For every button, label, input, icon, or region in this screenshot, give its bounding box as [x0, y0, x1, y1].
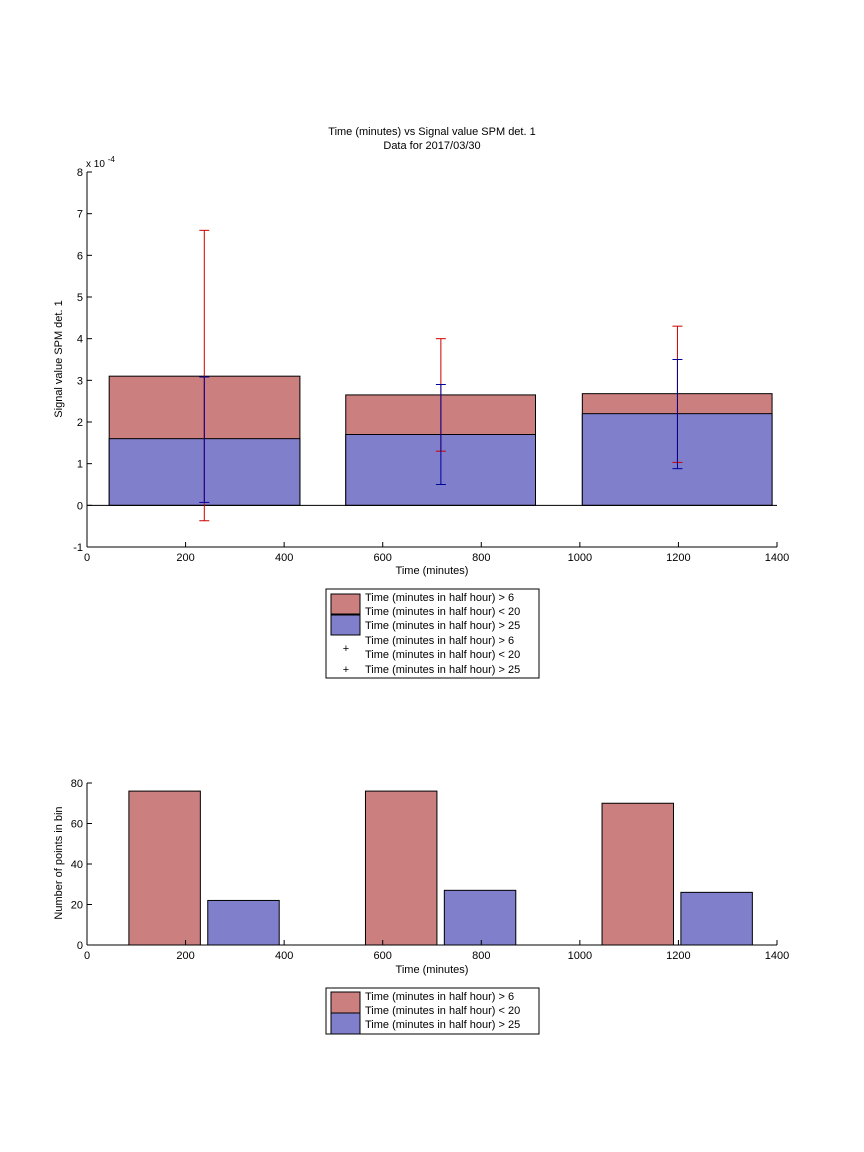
legend-swatch	[330, 593, 361, 615]
y-tick-label: 3	[77, 375, 83, 387]
x-tick-label: 1000	[568, 950, 592, 962]
y-exponent-label: x 10 -4	[86, 155, 115, 170]
x-tick-label: 600	[374, 552, 392, 564]
y-tick-label: 7	[77, 209, 83, 221]
x-tick-label: 200	[176, 950, 194, 962]
count-x-ticks: 0 200 400 600 800 1000 1200 1400	[84, 940, 789, 962]
y-tick-label: 6	[77, 250, 83, 262]
legend-box	[325, 987, 540, 1035]
y-tick-label: 1	[77, 459, 83, 471]
y-axis-label: Signal value SPM det. 1	[53, 300, 65, 417]
y-tick-label: 8	[77, 167, 83, 179]
legend-marker: +	[343, 664, 349, 676]
legend-label: Time (minutes in half hour) > 6	[365, 592, 514, 604]
x-tick-label: 0	[84, 552, 90, 564]
x-tick-label: 1400	[765, 950, 789, 962]
bar	[601, 802, 674, 946]
bar	[364, 790, 438, 946]
signal-legend: + + Time (minutes in half hour) > 6 Time…	[325, 588, 540, 679]
y-tick-label: 0	[77, 500, 83, 512]
x-tick-label: 400	[275, 552, 293, 564]
legend-label: Time (minutes in half hour) > 25	[365, 620, 520, 632]
signal-y-ticks: -1 0 1 2 3 4 5 6 7 8	[73, 167, 92, 554]
x-tick-label: 1000	[568, 552, 592, 564]
legend-swatch	[330, 614, 361, 636]
count-y-ticks: 0 20 40 60 80	[71, 778, 92, 952]
y-tick-label: 20	[71, 900, 83, 912]
x-tick-label: 800	[472, 950, 490, 962]
count-bars	[128, 790, 753, 946]
y-tick-label: 0	[77, 940, 83, 952]
x-axis-label: Time (minutes)	[396, 565, 469, 577]
x-tick-label: 800	[472, 552, 490, 564]
count-legend: Time (minutes in half hour) > 6 Time (mi…	[325, 987, 540, 1035]
legend-label: Time (minutes in half hour) < 20	[365, 606, 520, 618]
x-tick-label: 200	[176, 552, 194, 564]
legend-label: Time (minutes in half hour) > 6	[365, 635, 514, 647]
x-tick-label: 0	[84, 950, 90, 962]
y-exponent-power: -4	[108, 155, 116, 164]
signal-chart: Time (minutes) vs Signal value SPM det. …	[53, 126, 789, 679]
bar	[128, 790, 201, 946]
y-tick-label: -1	[73, 542, 83, 554]
signal-x-ticks: 0 200 400 600 800 1000 1200 1400	[84, 542, 789, 564]
legend-label: Time (minutes in half hour) > 25	[365, 1019, 520, 1031]
legend-swatch	[330, 1012, 361, 1035]
x-tick-label: 1200	[666, 552, 690, 564]
y-tick-label: 2	[77, 417, 83, 429]
y-tick-label: 40	[71, 859, 83, 871]
x-tick-label: 400	[275, 950, 293, 962]
bar	[207, 899, 280, 946]
signal-errorbars	[199, 229, 683, 522]
x-tick-label: 1200	[666, 950, 690, 962]
bar	[680, 891, 753, 946]
bar	[443, 889, 517, 946]
y-exponent-base: x 10	[86, 159, 105, 170]
chart-title: Time (minutes) vs Signal value SPM det. …	[328, 126, 535, 138]
legend-swatch	[330, 991, 361, 1014]
signal-axes	[86, 172, 777, 548]
count-chart: 0 200 400 600 800 1000 1200 1400 0 20 40 60 80 Time…	[53, 778, 789, 1035]
legend-label: Time (minutes in half hour) > 25	[365, 664, 520, 676]
x-tick-label: 1400	[765, 552, 789, 564]
x-tick-label: 600	[374, 950, 392, 962]
chart-subtitle: Data for 2017/03/30	[383, 140, 480, 152]
y-tick-label: 60	[71, 819, 83, 831]
legend-label: Time (minutes in half hour) < 20	[365, 1005, 520, 1017]
y-tick-label: 80	[71, 778, 83, 790]
legend-marker: +	[343, 643, 349, 655]
y-tick-label: 5	[77, 292, 83, 304]
legend-label: Time (minutes in half hour) < 20	[365, 649, 520, 661]
x-axis-label: Time (minutes)	[396, 964, 469, 976]
legend-box	[325, 588, 540, 679]
y-tick-label: 4	[77, 334, 83, 346]
legend-label: Time (minutes in half hour) > 6	[365, 991, 514, 1003]
y-axis-label: Number of points in bin	[53, 806, 65, 919]
